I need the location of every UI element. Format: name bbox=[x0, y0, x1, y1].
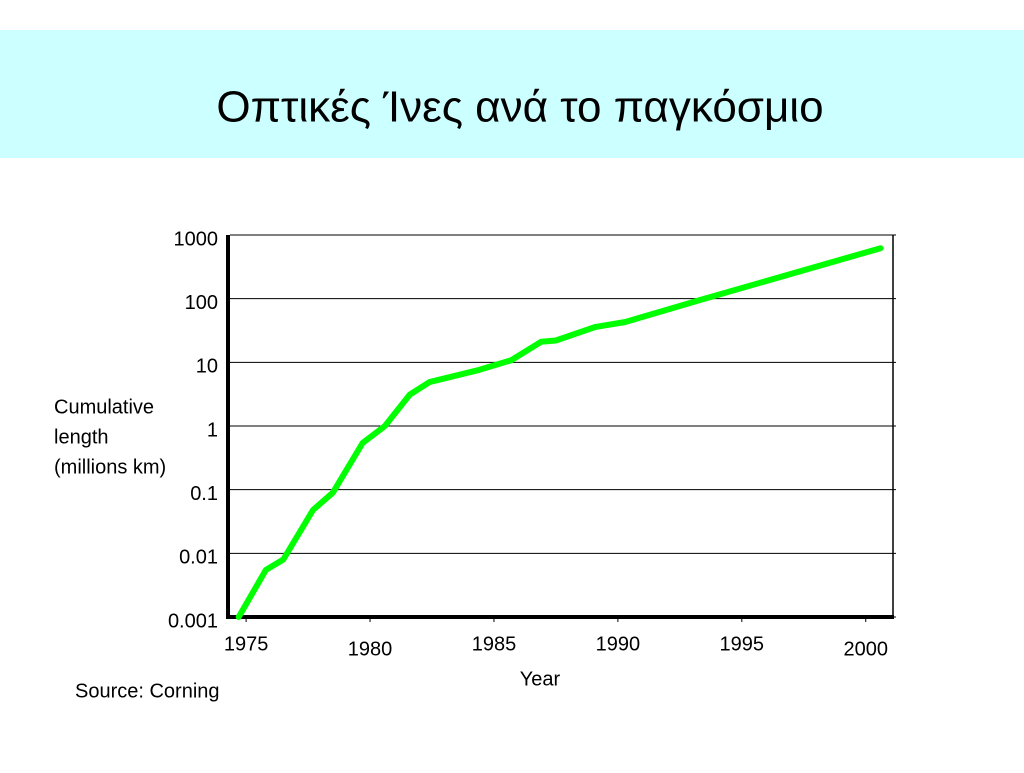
x-tick-label: 1975 bbox=[224, 633, 269, 655]
x-tick-label: 2000 bbox=[843, 638, 888, 660]
y-tick-label: 10 bbox=[196, 356, 218, 378]
y-tick-label: 0.001 bbox=[168, 610, 218, 632]
y-axis-label: Cumulative bbox=[54, 396, 154, 418]
x-tick-label: 1990 bbox=[596, 633, 641, 655]
chart-title: Οπτικές Ίνες ανά το παγκόσμιο bbox=[216, 83, 823, 132]
y-tick-label: 1 bbox=[207, 419, 218, 441]
y-tick-label: 100 bbox=[185, 292, 218, 314]
x-tick-label: 1995 bbox=[720, 633, 765, 655]
x-tick-label: 1980 bbox=[348, 638, 393, 660]
x-tick-label: 1985 bbox=[472, 633, 517, 655]
y-axis-label: (millions km) bbox=[54, 456, 166, 478]
source-note: Source: Corning bbox=[75, 680, 220, 702]
y-axis-label: length bbox=[54, 426, 109, 448]
y-tick-label: 1000 bbox=[174, 228, 219, 250]
data-line bbox=[235, 245, 884, 620]
title-band bbox=[0, 30, 1024, 158]
y-tick-label: 0.1 bbox=[190, 483, 218, 505]
y-tick-label: 0.01 bbox=[179, 547, 218, 569]
x-axis-label: Year bbox=[520, 668, 561, 690]
